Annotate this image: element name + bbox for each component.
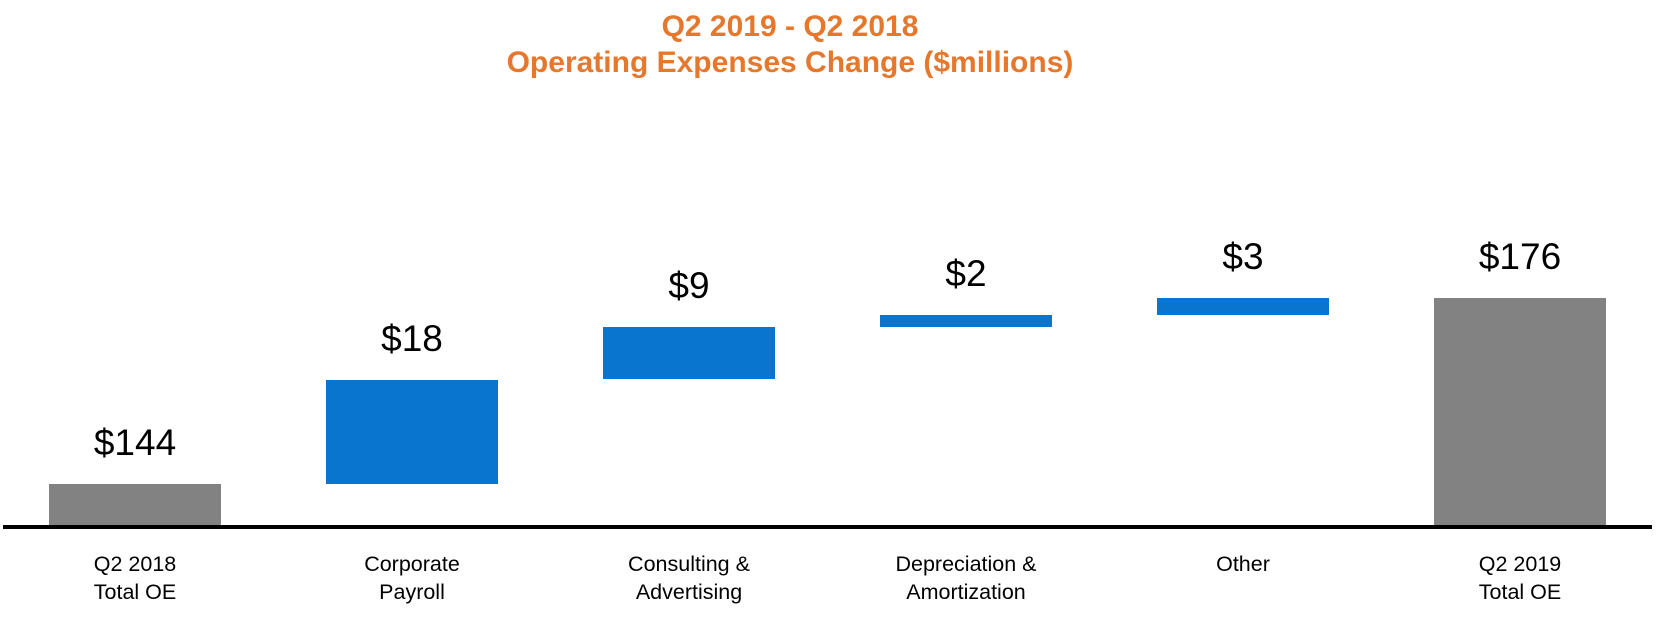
chart-title-line1: Q2 2019 - Q2 2018 [661,10,919,43]
category-label-line: Q2 2019 [1478,552,1562,576]
category-label-corporate-payroll: Corporate Payroll [292,550,532,606]
bar-consulting-advertising [603,327,775,380]
value-label-consulting-advertising: $9 [668,265,710,307]
x-axis-line [3,525,1652,529]
category-label-consulting-advertising: Consulting & Advertising [569,550,809,606]
bar-corporate-payroll [326,379,498,485]
category-label-line: Amortization [906,580,1026,604]
category-label-line: Corporate [364,552,460,576]
category-label-line: Payroll [379,580,445,604]
bar-q2-2018-total-oe [49,484,221,525]
value-label-depreciation-amortization: $2 [945,253,987,295]
category-label-depreciation-amortization: Depreciation & Amortization [846,550,1086,606]
chart-title: Q2 2019 - Q2 2018 Operating Expenses Cha… [0,9,1580,81]
bar-depreciation-amortization [880,315,1052,328]
category-label-line: Advertising [635,580,743,604]
category-label-other: Other [1123,550,1363,578]
value-label-other: $3 [1222,236,1264,278]
category-label-line: Other [1216,552,1270,576]
bar-q2-2019-total-oe [1434,298,1606,525]
chart-title-line2: Operating Expenses Change ($millions) [506,46,1074,79]
value-label-q2-2019-total-oe: $176 [1478,236,1562,278]
category-label-line: Q2 2018 [93,552,177,576]
value-label-q2-2018-total-oe: $144 [93,422,177,464]
bar-other [1157,298,1329,316]
value-label-corporate-payroll: $18 [381,317,443,359]
category-label-line: Total OE [1478,580,1562,604]
category-label-line: Depreciation & [895,552,1037,576]
category-label-line: Consulting & [628,552,750,576]
category-label-line: Total OE [93,580,177,604]
category-label-q2-2019-total-oe: Q2 2019 Total OE [1400,550,1640,606]
category-label-q2-2018-total-oe: Q2 2018 Total OE [15,550,255,606]
